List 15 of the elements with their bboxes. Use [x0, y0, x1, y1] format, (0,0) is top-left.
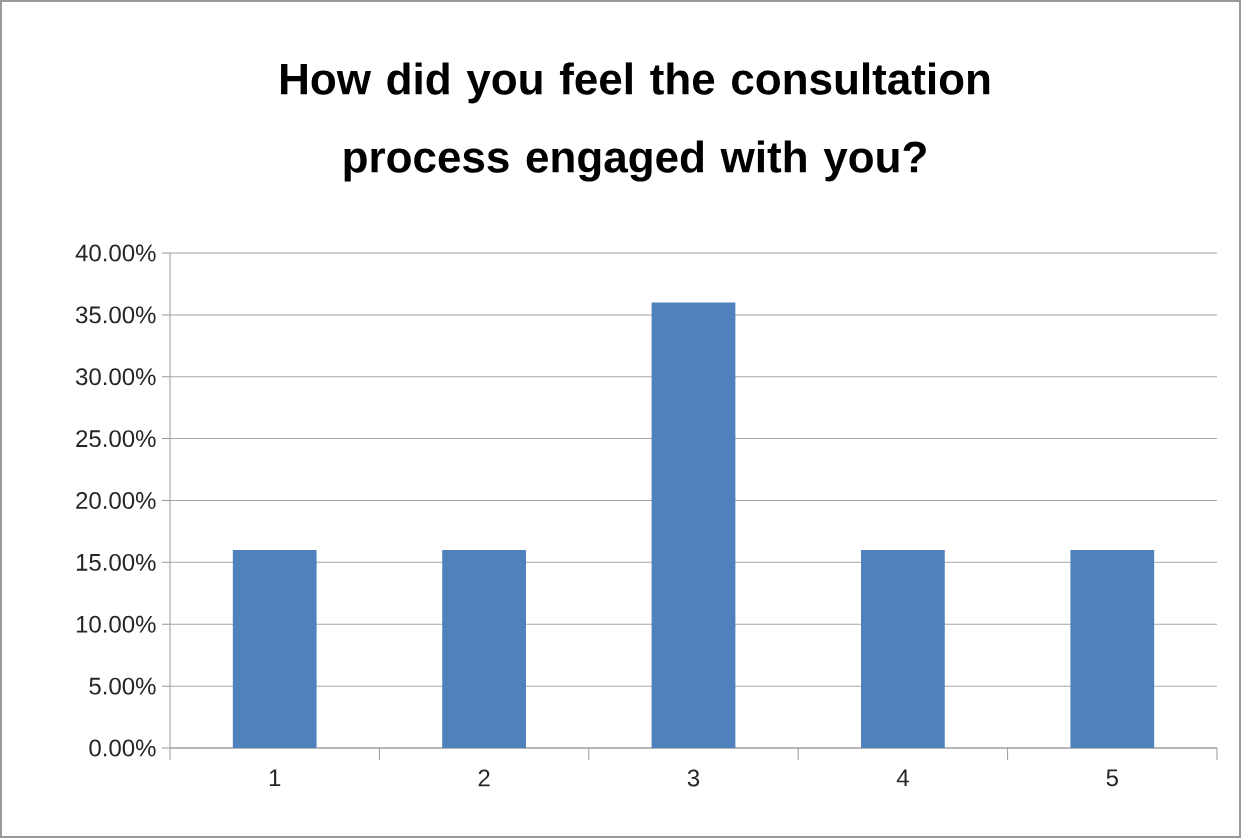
y-tick-label: 20.00% — [76, 492, 156, 509]
x-tick-label: 3 — [687, 769, 700, 787]
x-tick-label: 4 — [896, 769, 909, 787]
chart-title: How did you feel the consultation process engaged with you? — [281, 62, 990, 182]
y-tick-label: 0.00% — [89, 739, 156, 757]
y-tick-label: 5.00% — [89, 677, 156, 695]
y-tick-label: 25.00% — [76, 430, 156, 448]
x-tick-label: 2 — [478, 769, 490, 787]
y-tick-label: 30.00% — [75, 368, 156, 386]
y-tick-label: 35.00% — [75, 306, 156, 324]
y-tick-label: 15.00% — [76, 553, 156, 571]
y-tick-label: 10.00% — [76, 615, 156, 633]
x-tick-label: 1 — [269, 769, 281, 787]
x-tick-label: 5 — [1106, 769, 1118, 787]
y-tick-label: 40.00% — [75, 244, 156, 262]
